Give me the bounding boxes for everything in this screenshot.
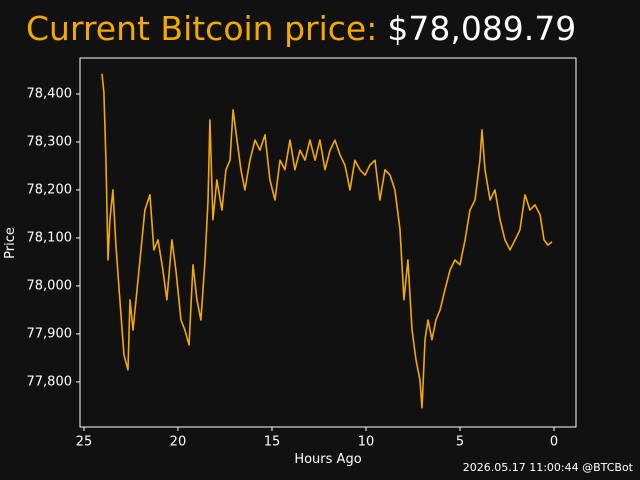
y-tick-label: 78,400 xyxy=(27,86,73,101)
y-tick-label: 77,800 xyxy=(27,374,73,389)
title: Current Bitcoin price: $78,089.79 xyxy=(26,9,576,48)
plot-frame xyxy=(79,57,577,428)
x-tick-label: 15 xyxy=(264,435,281,450)
y-axis-label: Price xyxy=(3,227,18,259)
y-tick-label: 78,000 xyxy=(27,278,73,293)
y-tick-label: 77,900 xyxy=(27,326,73,341)
y-tick-label: 78,100 xyxy=(27,230,73,245)
x-axis-label: Hours Ago xyxy=(294,452,361,467)
x-tick-label: 5 xyxy=(456,435,464,450)
y-tick-label: 78,200 xyxy=(27,182,73,197)
footer: 2026.05.17 11:00:44 @BTCBot xyxy=(463,461,634,474)
x-tick-label: 0 xyxy=(550,435,558,450)
x-tick-label: 10 xyxy=(358,435,375,450)
current-price: $78,089.79 xyxy=(387,9,576,48)
title-label: Current Bitcoin price: xyxy=(26,9,377,48)
x-tick-label: 20 xyxy=(170,435,187,450)
y-tick-label: 78,300 xyxy=(27,134,73,149)
x-tick-label: 25 xyxy=(76,435,93,450)
price-line xyxy=(101,73,553,409)
